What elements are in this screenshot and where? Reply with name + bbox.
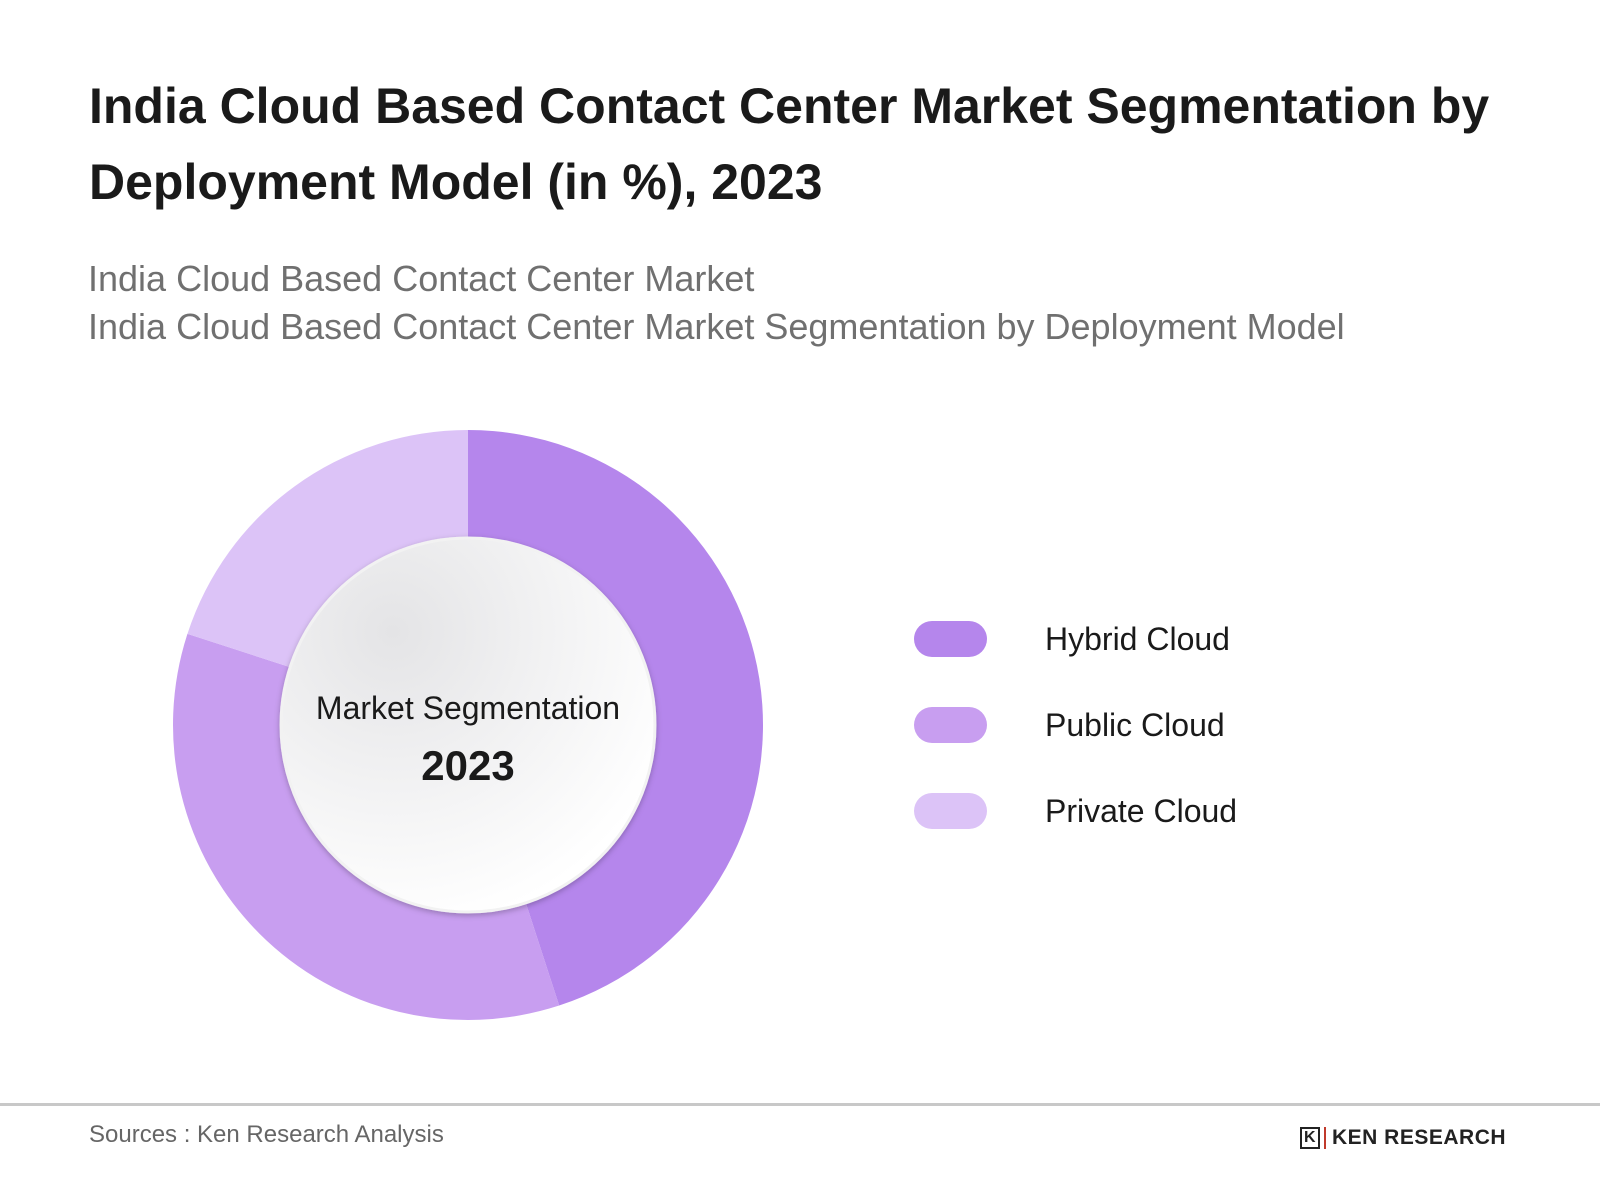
legend-label: Private Cloud [1045,792,1238,829]
slice-public-cloud [172,633,560,1021]
donut-chart: Market Segmentation 2023 [172,430,763,1021]
logo-text: KEN RESEARCH [1332,1126,1507,1149]
legend-swatch [914,793,987,829]
legend-swatch [914,707,987,743]
footer-divider [0,1103,1600,1106]
legend-label: Public Cloud [1045,706,1225,743]
slice-private-cloud [187,430,468,679]
logo-divider [1324,1127,1326,1149]
legend-label: Hybrid Cloud [1045,620,1230,657]
legend-swatch [914,621,987,657]
source-note: Sources : Ken Research Analysis [89,1121,444,1148]
logo-k-icon: K [1300,1127,1320,1149]
legend-item-private-cloud: Private Cloud [914,791,1237,831]
legend-item-hybrid-cloud: Hybrid Cloud [914,619,1230,659]
legend-item-public-cloud: Public Cloud [914,705,1225,745]
donut-center [279,536,657,914]
page-title: India Cloud Based Contact Center Market … [89,78,1490,210]
subtitle-segmentation: India Cloud Based Contact Center Market … [88,306,1345,347]
center-value: 2023 [421,742,514,789]
subtitle-market: India Cloud Based Contact Center Market [88,258,755,299]
ken-research-logo: K KEN RESEARCH [1300,1126,1506,1150]
center-label: Market Segmentation [316,690,620,726]
